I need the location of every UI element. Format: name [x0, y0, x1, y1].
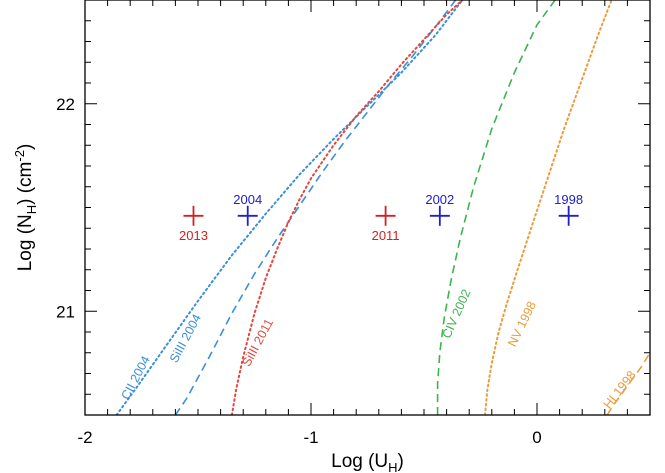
series-line-cii-2004	[115, 0, 464, 415]
y-axis-title: Log (NH) (cm-2)	[12, 144, 39, 272]
curve-label-siiii-2011: SiIII 2011	[239, 316, 276, 368]
x-tick-label: -1	[303, 428, 318, 447]
curves-layer	[115, 0, 650, 415]
curve-label-siiii-2004: SiIII 2004	[167, 312, 204, 365]
data-point-2011: 2011	[372, 205, 400, 243]
series-line-siiii-2004	[174, 0, 457, 415]
curve-labels-layer: CII 2004 SiIII 2004 SiIII 2011 CIV 2002 NV 1…	[118, 287, 638, 411]
curve-label-cii-2004: CII 2004	[118, 354, 153, 402]
data-point-2002: 2002	[425, 192, 454, 226]
ticks-layer	[84, 0, 651, 416]
point-label: 2013	[179, 228, 208, 243]
points-layer: 2013 2004 2011 2002 1998	[179, 192, 583, 243]
x-axis-title: Log (UH)	[331, 451, 404, 473]
y-tick-label: 22	[56, 95, 75, 114]
point-label: 2004	[233, 192, 262, 207]
curve-label-civ-2002: CIV 2002	[440, 287, 474, 340]
point-label: 1998	[554, 192, 583, 207]
series-line-civ-2002	[436, 0, 556, 415]
curve-label-nv-1998: NV 1998	[505, 299, 539, 349]
series-line-nv-1998	[484, 0, 613, 415]
data-point-2004: 2004	[233, 192, 262, 226]
point-label: 2011	[372, 228, 400, 243]
series-line-siiii-2011	[230, 0, 464, 415]
tick-labels-layer: -2 -1 0 21 22	[56, 95, 542, 447]
data-point-1998: 1998	[554, 192, 583, 226]
x-tick-label: -2	[77, 428, 92, 447]
y-tick-label: 21	[56, 302, 75, 321]
point-label: 2002	[425, 192, 454, 207]
data-point-2013: 2013	[179, 205, 208, 243]
x-tick-label: 0	[532, 428, 541, 447]
curve-label-hi-1998: HI 1998	[601, 368, 639, 411]
